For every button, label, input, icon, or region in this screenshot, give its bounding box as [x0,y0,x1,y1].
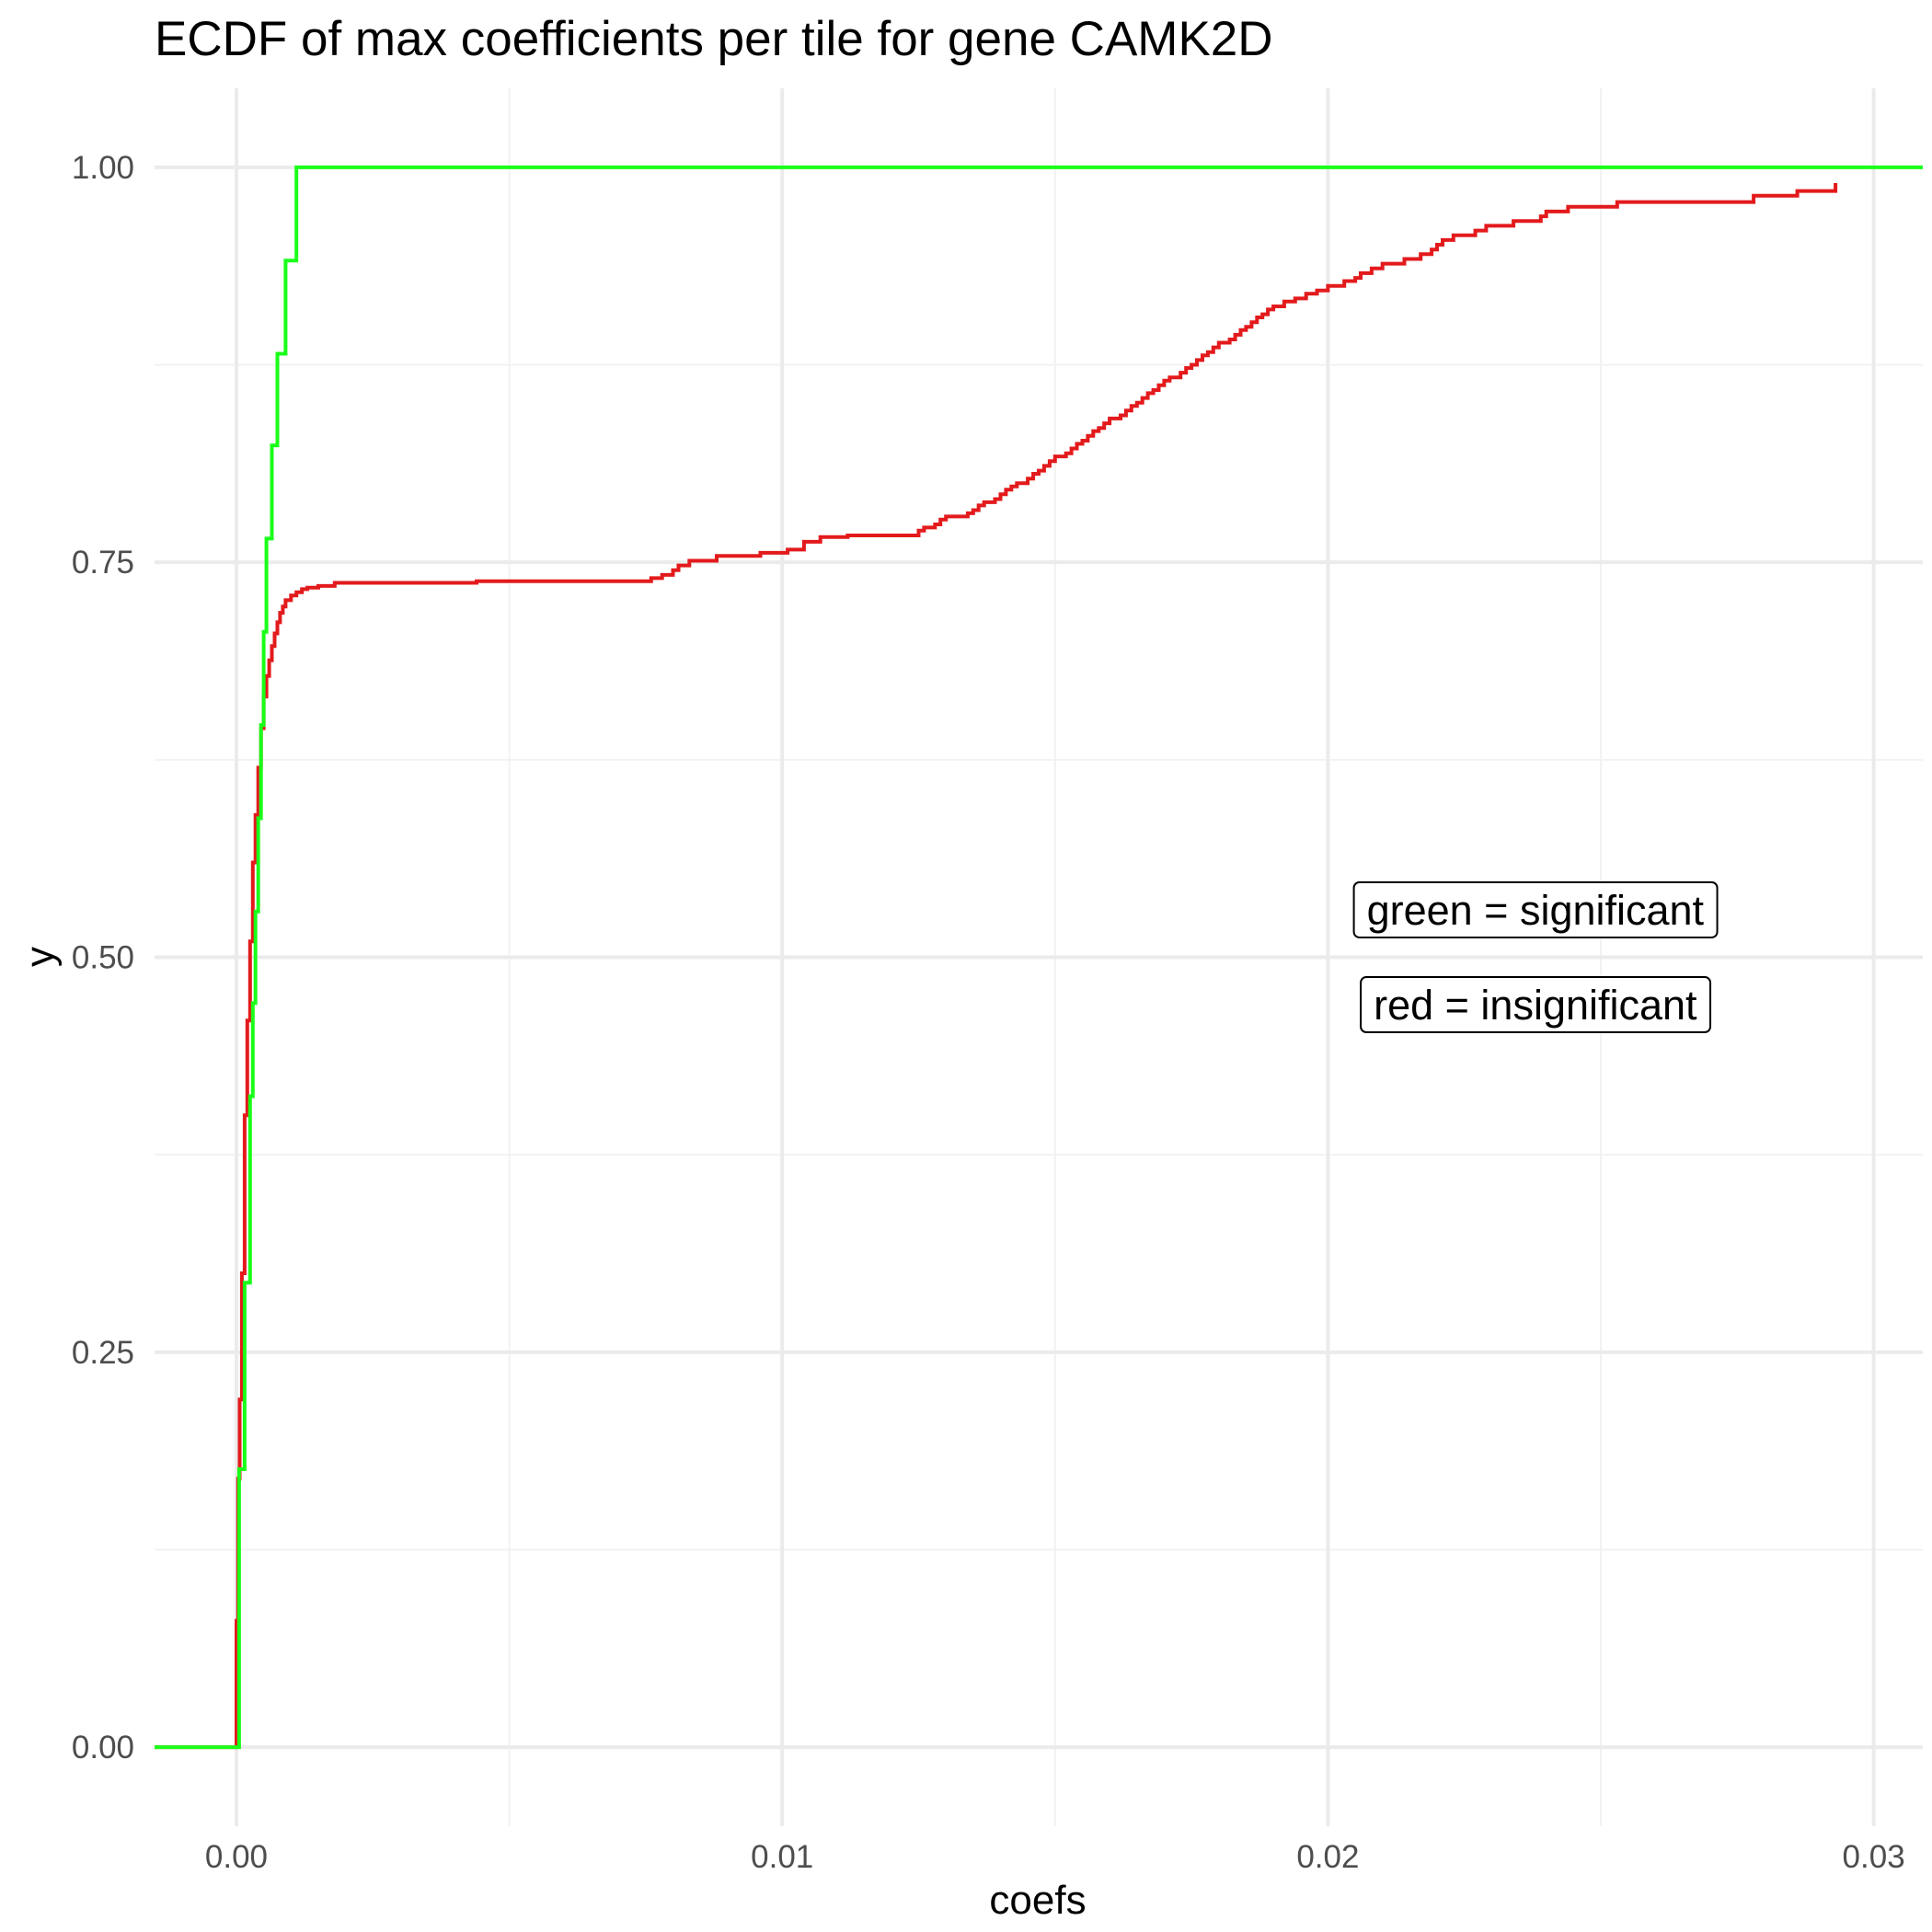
ecdf-line-0 [155,183,1838,1750]
annotations: green = significant red = insignificant [1352,880,1719,1034]
x-axis-title: coefs [989,1878,1086,1923]
y-tick-label: 0.75 [72,545,134,581]
annotation-box [1352,880,1719,938]
annotation-text: red = insignificant [1374,982,1697,1029]
annotation-label: green = significant [1352,880,1719,938]
chart-title: ECDF of max coefficients per tile for ge… [155,12,1273,66]
x-tick-label: 0.02 [1296,1839,1359,1875]
y-tick-label: 0.50 [72,940,134,976]
y-axis-title: y [17,947,63,967]
plot-series [155,165,1923,1750]
y-tick-label: 0.00 [72,1730,134,1765]
annotation-box [1360,976,1712,1034]
x-tick-label: 0.01 [751,1839,813,1875]
ecdf-line-1 [155,165,1923,1750]
axes: 0.00 0.25 0.50 0.75 1.00 0.00 0.01 0.02 0.03 [72,150,1905,1875]
y-tick-label: 0.25 [72,1335,134,1371]
grid [155,88,1923,1826]
y-tick-label: 1.00 [72,150,134,186]
x-tick-label: 0.00 [205,1839,268,1875]
annotation-label: red = insignificant [1360,976,1712,1034]
annotation-text: green = significant [1367,887,1705,934]
x-tick-label: 0.03 [1843,1839,1905,1875]
